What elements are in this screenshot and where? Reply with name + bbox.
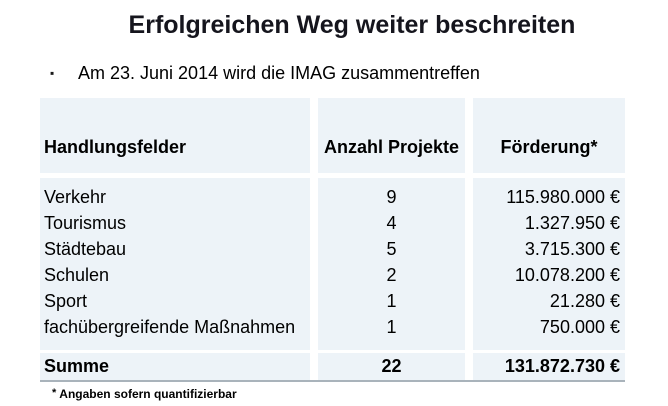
row-projects: 5 (386, 239, 397, 259)
table-total-row: Summe 22 131.872.730 € (40, 353, 625, 382)
header-handlungsfelder: Handlungsfelder (40, 98, 310, 173)
row-projects: 2 (386, 265, 397, 285)
column-foerderung: 115.980.000 € 1.327.950 € 3.715.300 € 10… (473, 178, 625, 350)
bullet-item: ▪ Am 23. Juni 2014 wird die IMAG zusamme… (50, 62, 480, 84)
row-projects: 1 (386, 317, 397, 337)
row-label: fachübergreifende Maßnahmen (44, 317, 296, 337)
column-handlungsfelder: Verkehr Tourismus Städtebau Schulen Spor… (40, 178, 310, 350)
row-projects: 9 (386, 187, 397, 207)
row-label: Sport (44, 291, 88, 311)
footnote-marker: * (52, 387, 57, 399)
row-projects: 4 (386, 213, 397, 233)
page-title: Erfolgreichen Weg weiter beschreiten (128, 11, 576, 39)
row-projects: 1 (386, 291, 397, 311)
header-foerderung: Förderung* (473, 98, 625, 173)
header-anzahl-projekte: Anzahl Projekte (318, 98, 465, 173)
row-funding: 21.280 € (549, 291, 620, 311)
total-label: Summe (40, 353, 310, 380)
bullet-text: Am 23. Juni 2014 wird die IMAG zusamment… (78, 63, 480, 83)
footnote-text: Angaben sofern quantifizierbar (59, 387, 237, 401)
row-label: Tourismus (44, 213, 127, 233)
row-label: Städtebau (44, 239, 127, 259)
row-funding: 3.715.300 € (524, 239, 620, 259)
row-funding: 10.078.200 € (514, 265, 620, 285)
row-funding: 750.000 € (539, 317, 620, 337)
projects-table: Handlungsfelder Anzahl Projekte Förderun… (40, 98, 625, 382)
total-funding: 131.872.730 € (473, 353, 625, 380)
row-funding: 1.327.950 € (524, 213, 620, 233)
table-header-row: Handlungsfelder Anzahl Projekte Förderun… (40, 98, 625, 173)
total-projects: 22 (318, 353, 465, 380)
table-body: Verkehr Tourismus Städtebau Schulen Spor… (40, 178, 625, 350)
bullet-square-icon: ▪ (50, 66, 55, 80)
row-label: Schulen (44, 265, 110, 285)
footnote: * Angaben sofern quantifizierbar (52, 387, 237, 401)
row-funding: 115.980.000 € (506, 187, 620, 207)
row-label: Verkehr (44, 187, 107, 207)
column-anzahl-projekte: 9 4 5 2 1 1 (318, 178, 465, 350)
